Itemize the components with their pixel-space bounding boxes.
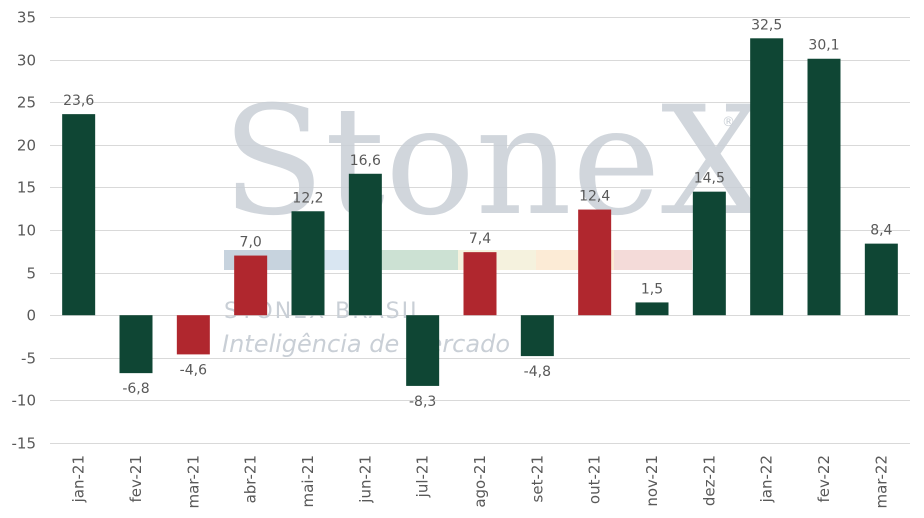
data-label: 7,0 xyxy=(240,235,262,251)
bar xyxy=(807,58,841,316)
y-tick-label: 25 xyxy=(17,94,36,112)
bar xyxy=(62,114,96,316)
bar xyxy=(463,252,497,316)
bar xyxy=(864,243,898,316)
x-tick-label: abr-21 xyxy=(242,455,260,503)
bar xyxy=(635,302,669,316)
data-label: -6,8 xyxy=(122,381,149,397)
bar xyxy=(406,315,440,386)
x-tick-label: jul-21 xyxy=(414,455,432,498)
y-tick-label: 15 xyxy=(17,179,36,197)
data-label: 12,2 xyxy=(292,190,323,206)
x-tick-label: ago-21 xyxy=(471,455,489,508)
x-tick-label: fev-22 xyxy=(815,455,833,502)
bar xyxy=(520,315,554,357)
x-tick-label: mai-21 xyxy=(299,455,317,507)
y-tick-label: 35 xyxy=(17,9,36,27)
watermark-line2: Inteligência de Mercado xyxy=(222,330,510,358)
data-label: 8,4 xyxy=(870,223,892,239)
data-label: 14,5 xyxy=(694,171,725,187)
data-label: 1,5 xyxy=(641,281,663,297)
data-label: 30,1 xyxy=(808,38,839,54)
bars xyxy=(62,38,898,386)
x-axis-ticks: jan-21 fev-21 mar-21 abr-21 mai-21 jun-21 jul-… xyxy=(70,455,891,509)
data-label: 23,6 xyxy=(63,93,94,109)
data-label: 32,5 xyxy=(751,17,782,33)
y-tick-label: 10 xyxy=(17,222,36,240)
x-tick-label: set-21 xyxy=(528,455,546,502)
bar xyxy=(692,191,726,316)
data-label: -4,8 xyxy=(524,364,551,380)
bar xyxy=(234,255,268,316)
x-tick-label: out-21 xyxy=(586,455,604,504)
y-tick-label: 5 xyxy=(26,265,36,283)
y-tick-label: -5 xyxy=(21,350,36,368)
data-label: -8,3 xyxy=(409,394,436,410)
x-tick-label: jan-21 xyxy=(70,455,88,503)
data-label: 7,4 xyxy=(469,231,491,247)
y-tick-label: -15 xyxy=(12,435,37,453)
x-tick-label: dez-21 xyxy=(700,455,718,506)
x-tick-label: mar-22 xyxy=(872,455,890,509)
bar xyxy=(291,211,325,316)
data-labels: 23,6 -6,8 -4,6 7,0 12,2 16,6 -8,3 7,4 -4,8 12,4 1,… xyxy=(63,17,892,410)
watermark-registered: ® xyxy=(722,115,735,130)
bar xyxy=(176,315,210,355)
x-tick-label: fev-21 xyxy=(127,455,145,502)
data-label: -4,6 xyxy=(180,362,207,378)
y-tick-label: 0 xyxy=(26,307,36,325)
bar xyxy=(119,315,153,374)
y-tick-label: 20 xyxy=(17,137,36,155)
data-label: 12,4 xyxy=(579,189,610,205)
y-tick-label: 30 xyxy=(17,52,36,70)
bar xyxy=(578,209,612,316)
bar xyxy=(348,173,382,316)
watermark-stripe-segment xyxy=(614,250,692,270)
x-tick-label: jun-21 xyxy=(356,455,374,504)
x-tick-label: nov-21 xyxy=(643,455,661,507)
data-label: 16,6 xyxy=(350,153,381,169)
x-tick-label: jan-22 xyxy=(758,455,776,503)
y-tick-label: -10 xyxy=(12,392,37,410)
y-axis-ticks: 35 30 25 20 15 10 5 0 -5 -10 -15 xyxy=(12,9,37,453)
bar xyxy=(750,38,784,316)
x-tick-label: mar-21 xyxy=(184,455,202,509)
watermark-stripe-segment xyxy=(380,250,458,270)
gridlines xyxy=(50,17,910,444)
